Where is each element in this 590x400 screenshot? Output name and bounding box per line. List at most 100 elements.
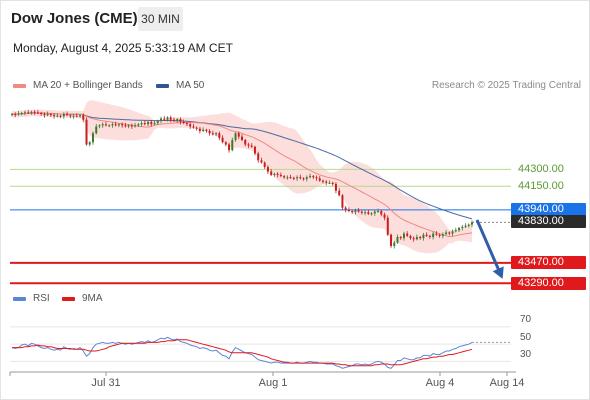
candle-body [185,123,188,125]
level-lines [10,168,511,285]
candle [360,210,363,215]
candle-body [250,145,253,147]
candle [470,220,474,228]
candle-body [237,133,240,137]
candle [124,122,127,128]
candle-body [257,153,260,161]
candle [244,138,247,147]
candle-body [370,213,373,215]
candle [179,117,182,125]
candle-body [396,236,399,243]
candle [354,208,357,215]
candle [98,124,101,129]
candle [393,240,396,249]
candle [36,109,39,115]
candle-body [357,210,360,212]
ma20-line [11,112,473,238]
candle [419,235,422,240]
candle [331,181,334,186]
candle [192,123,195,129]
candle [257,151,260,163]
candle [195,126,198,131]
candle-body [192,126,195,128]
candle [344,205,347,213]
copyright-text: Research © 2025 Trading Central [431,80,581,91]
level-label-43470: 43470.00 [511,256,586,270]
candles [10,109,474,249]
ma50-swatch [156,83,169,88]
candle [104,121,107,127]
candle-body [244,139,247,145]
candle-body [338,190,341,196]
candle-body [111,124,114,126]
candle [312,174,315,180]
candle-body [425,234,428,236]
candle-body [75,115,78,117]
candle-body [224,142,227,145]
candle-body [321,180,324,182]
legend-ma50: MA 50 [156,80,204,91]
x-label-aug14: Aug 14 [489,377,525,389]
candle [380,209,383,217]
candle [121,122,124,128]
legend-ma20-label: MA 20 + Bollinger Bands [33,80,143,91]
instrument-title: Dow Jones (CME) [11,10,138,27]
bollinger-band [12,100,472,254]
candle [59,114,62,119]
candle [373,209,376,216]
candle-body [292,177,295,179]
candle-body [91,133,94,143]
bollinger-band-area [12,100,472,254]
candle [14,112,17,118]
candle [328,180,331,184]
candle [156,119,159,125]
candle [75,113,78,118]
chart-header: Dow Jones (CME) 30 MIN [0,0,590,36]
candle [117,123,120,128]
legend-9ma-label: 9MA [82,293,103,304]
candle-body [33,111,36,113]
candle [390,233,393,248]
candle [279,172,282,178]
candle-body [409,235,412,239]
candle [260,157,263,164]
candle-body [312,176,315,178]
candle [130,123,133,129]
candle-body [121,124,124,126]
candle-body [124,125,127,127]
candle [412,236,415,242]
candle-body [62,114,65,117]
candle [383,212,386,221]
candle [95,123,98,135]
candle [438,233,441,238]
candle [309,173,312,179]
candle-body [150,121,153,125]
legend-ma20: MA 20 + Bollinger Bands [13,80,143,91]
candle-body [344,207,347,210]
last-price-label: 43830.00 [511,214,586,228]
candle [253,145,256,156]
candle-body [189,124,192,127]
x-label-aug1: Aug 1 [258,377,288,389]
candle-body [195,127,198,129]
candle-body [286,177,289,179]
candle-body [435,233,438,235]
candle-body [386,217,389,235]
timeframe-button[interactable]: 30 MIN [138,7,183,31]
candle [399,235,402,240]
candle [292,176,295,181]
candle-body [328,182,331,184]
forecast-arrow [475,219,504,279]
timestamp: Monday, August 4, 2025 5:33:19 AM CET [13,41,233,55]
candle-body [454,230,457,232]
candle [402,231,405,241]
x-axis [9,371,516,376]
candle [445,229,448,236]
candle [176,117,179,123]
candle-body [95,126,98,134]
ma20-swatch [13,83,26,88]
candle [202,127,205,133]
candle-body [234,133,237,140]
candle-body [14,114,17,116]
